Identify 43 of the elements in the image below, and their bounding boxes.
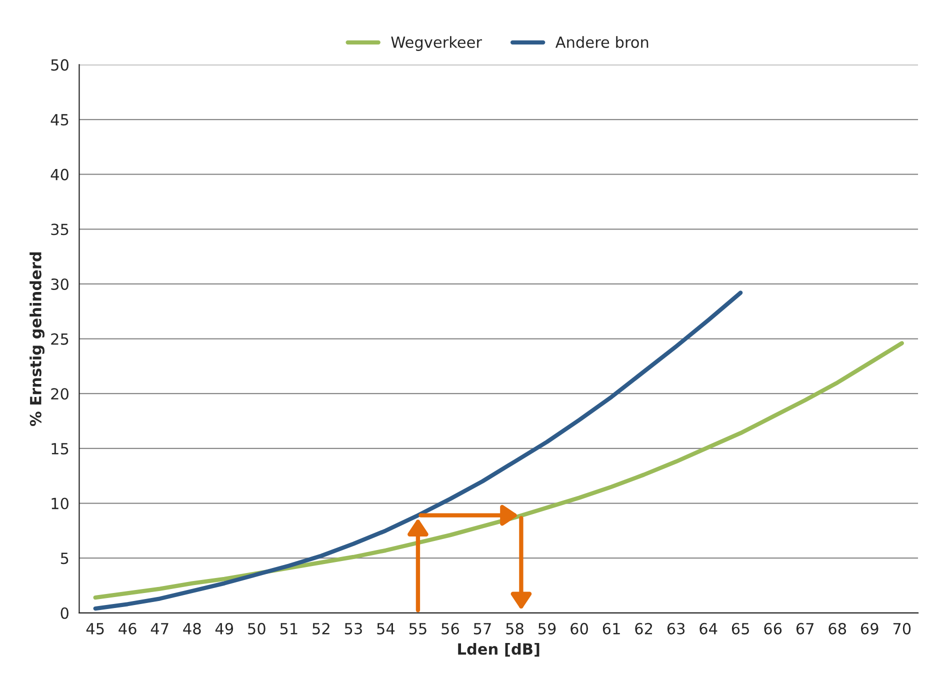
x-tick-label: 48 <box>183 622 201 634</box>
x-tick-label: 53 <box>344 622 362 634</box>
line-series <box>93 341 904 600</box>
x-tick-label: 52 <box>312 622 330 634</box>
x-tick-label: 62 <box>635 622 652 634</box>
x-tick-label: 51 <box>280 623 298 634</box>
x-tick-label: 54 <box>377 623 395 634</box>
legend-label: Andere bron <box>555 36 648 48</box>
line-series <box>93 290 743 611</box>
x-tick-label: 70 <box>893 622 911 634</box>
y-tick-label: 25 <box>51 333 68 345</box>
x-tick-label: 45 <box>86 623 104 634</box>
y-tick-label: 5 <box>60 552 68 564</box>
x-tick-label: 49 <box>215 622 234 634</box>
x-tick-label: 55 <box>409 623 426 634</box>
x-tick-label: 63 <box>667 622 685 634</box>
x-tick-label: 47 <box>150 623 168 634</box>
y-tick-label: 45 <box>50 114 68 126</box>
x-tick-label: 46 <box>118 622 136 634</box>
x-tick-label: 67 <box>796 622 814 634</box>
x-tick-label: 57 <box>474 623 491 634</box>
x-tick-label: 64 <box>700 622 718 634</box>
y-tick-label: 15 <box>52 443 68 454</box>
y-tick-label: 35 <box>51 224 68 236</box>
x-tick-label: 58 <box>506 622 524 634</box>
y-tick-label: 0 <box>60 607 68 619</box>
x-tick-label: 50 <box>248 622 266 634</box>
y-tick-label: 40 <box>50 168 68 180</box>
legend-label: Wegverkeer <box>391 36 482 51</box>
x-tick-label: 59 <box>538 622 556 634</box>
y-axis-title: % Ernstig gehinderd <box>30 252 44 426</box>
y-tick-label: 10 <box>52 498 68 510</box>
x-tick-label: 56 <box>442 622 459 634</box>
y-tick-label: 50 <box>51 59 68 71</box>
x-axis-title: Lden [dB] <box>458 642 540 657</box>
x-tick-label: 60 <box>570 622 588 634</box>
x-tick-label: 65 <box>732 622 749 634</box>
x-tick-label: 69 <box>860 622 878 634</box>
y-tick-label: 20 <box>51 388 68 400</box>
x-tick-label: 61 <box>602 622 620 634</box>
y-tick-label: 30 <box>51 278 68 290</box>
x-tick-label: 66 <box>764 622 782 634</box>
x-tick-label: 68 <box>828 622 846 634</box>
